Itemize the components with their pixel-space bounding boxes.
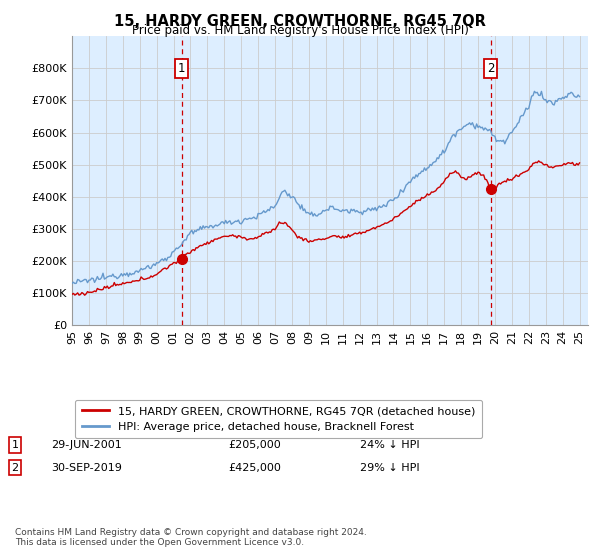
Text: 2: 2 [487,62,494,75]
Text: 29-JUN-2001: 29-JUN-2001 [51,440,122,450]
Text: 24% ↓ HPI: 24% ↓ HPI [360,440,419,450]
Text: £205,000: £205,000 [228,440,281,450]
Text: Price paid vs. HM Land Registry's House Price Index (HPI): Price paid vs. HM Land Registry's House … [131,24,469,37]
Text: 30-SEP-2019: 30-SEP-2019 [51,463,122,473]
Text: 15, HARDY GREEN, CROWTHORNE, RG45 7QR: 15, HARDY GREEN, CROWTHORNE, RG45 7QR [114,14,486,29]
Text: 2: 2 [11,463,19,473]
Text: Contains HM Land Registry data © Crown copyright and database right 2024.
This d: Contains HM Land Registry data © Crown c… [15,528,367,547]
Text: 1: 1 [178,62,185,75]
Text: £425,000: £425,000 [228,463,281,473]
Legend: 15, HARDY GREEN, CROWTHORNE, RG45 7QR (detached house), HPI: Average price, deta: 15, HARDY GREEN, CROWTHORNE, RG45 7QR (d… [75,400,482,438]
Text: 29% ↓ HPI: 29% ↓ HPI [360,463,419,473]
Text: 1: 1 [11,440,19,450]
